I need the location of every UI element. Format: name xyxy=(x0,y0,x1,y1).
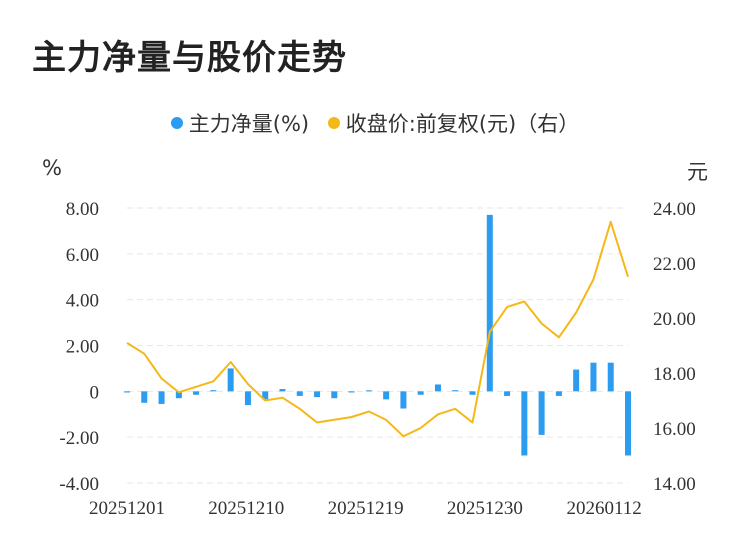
bar xyxy=(279,389,286,392)
bar xyxy=(434,384,441,392)
y-left-tick-label: -2.00 xyxy=(59,428,99,449)
bar xyxy=(262,391,269,400)
bar xyxy=(452,390,459,392)
bar xyxy=(296,391,303,396)
x-tick-label: 20260112 xyxy=(566,498,641,519)
legend-bar-marker xyxy=(170,117,183,129)
bar xyxy=(124,391,130,393)
bar xyxy=(175,391,182,399)
y-right-tick-label: 16.00 xyxy=(653,419,696,440)
bar xyxy=(314,391,321,398)
bar xyxy=(400,391,407,409)
y-right-tick-label: 20.00 xyxy=(653,309,696,330)
bar xyxy=(486,214,493,392)
bar xyxy=(504,391,511,396)
bar xyxy=(193,391,200,395)
right-axis-unit: 元 xyxy=(687,160,708,184)
bar xyxy=(365,390,372,392)
legend-line-marker xyxy=(327,117,340,129)
y-right-tick-label: 18.00 xyxy=(653,364,696,385)
y-left-tick-label: 6.00 xyxy=(66,245,99,266)
chart-title: 主力净量与股价走势 xyxy=(32,38,347,78)
bar xyxy=(227,368,234,392)
bar xyxy=(141,391,148,403)
bar xyxy=(348,391,355,393)
legend-item-bar[interactable]: 主力净量(%) xyxy=(170,108,310,138)
x-tick-label: 20251230 xyxy=(447,498,523,519)
left-axis-unit: % xyxy=(42,156,62,180)
y-right-tick-label: 24.00 xyxy=(653,199,696,220)
y-left-tick-label: 2.00 xyxy=(66,337,99,358)
bar xyxy=(244,391,251,406)
bar xyxy=(573,369,580,392)
bar xyxy=(331,391,338,399)
bar xyxy=(383,391,390,400)
y-left-tick-label: 8.00 xyxy=(66,199,99,220)
legend-line-label: 收盘价:前复权(元)（右） xyxy=(345,112,580,136)
bar xyxy=(538,391,545,435)
bar xyxy=(607,362,614,392)
y-left-tick-label: 0 xyxy=(90,382,100,403)
y-right-tick-label: 14.00 xyxy=(653,474,696,495)
legend-item-line[interactable]: 收盘价:前复权(元)（右） xyxy=(327,108,580,138)
bar xyxy=(417,391,424,395)
legend-bar-label: 主力净量(%) xyxy=(188,112,310,136)
bar xyxy=(590,362,597,392)
y-right-tick-label: 22.00 xyxy=(653,254,696,275)
x-tick-label: 20251219 xyxy=(328,498,404,519)
bar xyxy=(469,391,476,395)
x-tick-label: 20251201 xyxy=(89,498,165,519)
bar xyxy=(158,391,165,404)
bar xyxy=(521,391,528,456)
legend: 主力净量(%) 收盘价:前复权(元)（右） xyxy=(0,108,750,138)
bar xyxy=(555,391,562,396)
price-line xyxy=(126,220,629,438)
bar xyxy=(625,391,631,456)
y-left-tick-label: 4.00 xyxy=(66,291,99,312)
y-left-tick-label: -4.00 xyxy=(59,474,99,495)
bar xyxy=(210,390,217,392)
x-tick-label: 20251210 xyxy=(208,498,284,519)
